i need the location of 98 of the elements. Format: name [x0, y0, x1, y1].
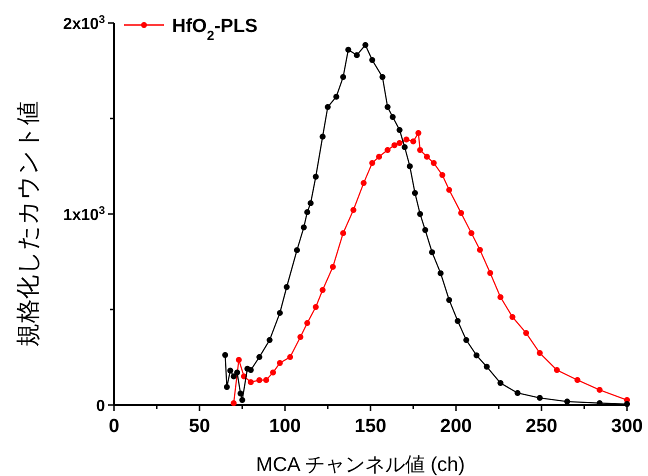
point	[536, 350, 543, 356]
point	[487, 270, 494, 276]
point	[266, 337, 273, 344]
point	[379, 74, 386, 80]
x-axis-title: MCA チャンネル値 (ch)	[256, 454, 465, 476]
point	[234, 370, 240, 376]
point	[384, 104, 391, 110]
point	[390, 114, 396, 120]
point	[222, 352, 228, 358]
point	[536, 394, 543, 401]
point	[256, 377, 262, 384]
point	[270, 370, 276, 376]
point	[248, 367, 254, 374]
point	[360, 180, 367, 186]
point	[415, 130, 422, 136]
point	[294, 247, 300, 254]
point	[484, 364, 490, 370]
point	[497, 294, 504, 300]
point	[474, 352, 480, 358]
point	[596, 386, 603, 393]
point	[227, 368, 234, 374]
point	[596, 400, 603, 406]
point	[320, 134, 326, 140]
point	[509, 314, 516, 320]
point	[312, 174, 319, 180]
point	[333, 94, 340, 100]
point	[417, 147, 424, 154]
y-axis-title: 規格化したカウント値	[15, 101, 42, 347]
point	[369, 160, 376, 166]
y-tick-label: 0	[96, 398, 106, 415]
point	[239, 397, 246, 404]
point	[312, 304, 319, 310]
point	[324, 104, 331, 110]
point	[248, 379, 254, 386]
point	[362, 42, 368, 48]
point	[308, 200, 314, 206]
point	[276, 360, 283, 366]
point	[376, 154, 382, 160]
x-tick-label: 300	[611, 416, 643, 437]
point	[297, 334, 304, 340]
point	[263, 376, 270, 383]
point	[417, 211, 424, 217]
point	[330, 264, 336, 270]
point	[476, 246, 483, 253]
point	[574, 376, 580, 383]
point	[369, 57, 376, 64]
point	[430, 160, 437, 166]
point	[384, 147, 391, 154]
legend-label: HfO$_{2}$-PLS	[172, 16, 258, 42]
point	[276, 310, 283, 316]
point	[410, 138, 416, 144]
point	[256, 354, 262, 360]
point	[422, 227, 428, 234]
point	[454, 318, 461, 324]
point	[463, 337, 470, 344]
point	[304, 320, 310, 326]
point	[224, 384, 230, 390]
point	[340, 230, 346, 236]
point	[458, 210, 464, 216]
point	[446, 296, 452, 303]
point	[340, 74, 346, 80]
x-tick-label: 250	[526, 416, 558, 437]
x-tick-label: 200	[440, 416, 472, 437]
point	[396, 140, 403, 146]
point	[497, 380, 504, 386]
point	[412, 190, 418, 196]
point	[514, 390, 521, 396]
point	[424, 154, 430, 160]
point	[345, 46, 352, 53]
x-tick-label: 100	[269, 416, 301, 437]
point	[287, 354, 294, 360]
point	[304, 209, 310, 216]
point	[236, 356, 242, 363]
point	[429, 249, 436, 256]
y-tick-label: 2x10$^{3}$	[63, 14, 105, 33]
point	[624, 401, 630, 408]
point	[554, 367, 560, 374]
point	[230, 400, 237, 406]
point	[354, 52, 360, 58]
y-tick-label: 1x10$^{3}$	[63, 205, 105, 224]
point	[350, 206, 356, 213]
x-tick-label: 150	[354, 416, 386, 437]
point	[523, 330, 530, 336]
point	[438, 270, 444, 276]
point	[446, 186, 452, 193]
point	[284, 284, 290, 290]
point	[403, 136, 410, 143]
point	[439, 172, 446, 178]
point	[406, 163, 413, 170]
x-tick-label: 50	[188, 416, 210, 437]
point	[391, 142, 398, 148]
point	[396, 126, 403, 133]
point	[402, 144, 408, 150]
point	[320, 287, 326, 294]
x-tick-label: 0	[108, 416, 120, 437]
point	[300, 224, 307, 230]
point	[468, 230, 474, 236]
point	[230, 373, 237, 380]
